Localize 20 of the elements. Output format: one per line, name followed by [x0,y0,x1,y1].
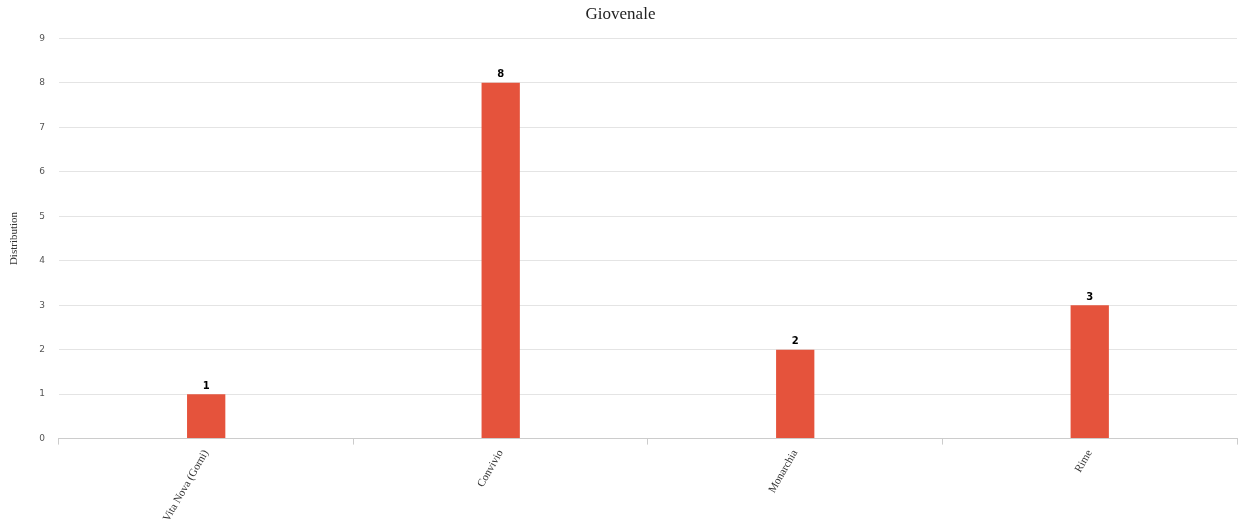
bar [187,394,226,439]
bar [776,349,815,439]
chart-title: Giovenale [585,3,656,23]
y-tick-label: 9 [39,32,46,43]
y-tick-label: 5 [39,210,45,221]
data-label: 8 [497,68,505,80]
y-axis-title: Distribution [7,211,20,266]
data-label: 2 [791,335,799,347]
y-tick-label: 8 [39,77,46,88]
y-tick-label: 2 [39,344,45,355]
y-tick-label: 4 [39,255,46,266]
y-tick-label: 6 [39,166,46,177]
y-tick-label: 1 [39,388,45,399]
y-tick-label: 0 [39,432,46,443]
bar [1070,305,1109,439]
data-label: 1 [202,379,210,391]
y-tick-label: 7 [39,121,45,132]
bar [481,82,520,439]
data-label: 3 [1086,290,1094,302]
y-tick-label: 3 [39,299,45,310]
